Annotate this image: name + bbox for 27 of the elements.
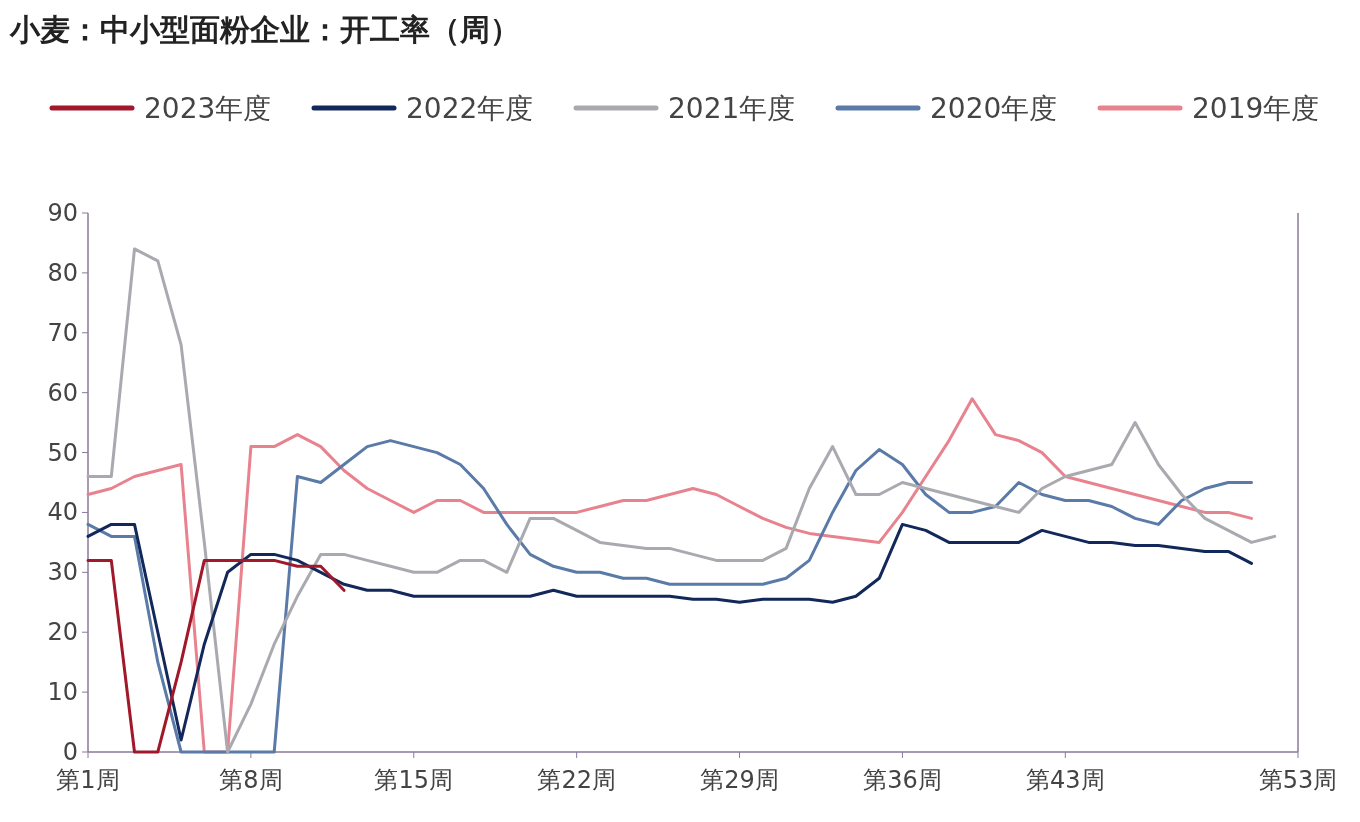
x-tick-label: 第1周 xyxy=(56,766,120,794)
y-tick-label: 90 xyxy=(47,199,78,227)
y-tick-label: 30 xyxy=(47,558,78,587)
legend-label: 2020年度 xyxy=(930,92,1058,125)
x-tick-label: 第8周 xyxy=(219,766,283,794)
x-tick-label: 第22周 xyxy=(537,766,616,794)
legend-label: 2022年度 xyxy=(406,92,534,125)
y-tick-label: 70 xyxy=(47,318,78,347)
y-tick-label: 80 xyxy=(47,258,78,287)
x-tick-label: 第43周 xyxy=(1026,766,1105,794)
x-tick-label: 第36周 xyxy=(863,766,942,794)
y-tick-label: 50 xyxy=(47,438,78,467)
line-series xyxy=(86,247,1277,754)
chart-title: 小麦：中小型面粉企业：开工率（周） xyxy=(9,12,520,47)
x-tick-label: 第53周 xyxy=(1258,766,1338,794)
y-tick-label: 40 xyxy=(47,498,78,527)
y-tick-label: 20 xyxy=(47,618,78,647)
y-tick-label: 60 xyxy=(47,378,78,407)
legend-label: 2023年度 xyxy=(144,92,272,125)
x-tick-label: 第29周 xyxy=(700,766,779,794)
legend-label: 2019年度 xyxy=(1192,92,1320,125)
x-tick-label: 第15周 xyxy=(374,766,454,794)
line-series xyxy=(86,558,346,754)
legend-label: 2021年度 xyxy=(668,92,796,125)
y-tick-label: 10 xyxy=(47,678,78,707)
line-series xyxy=(86,522,1253,742)
y-tick-label: 0 xyxy=(62,738,78,766)
